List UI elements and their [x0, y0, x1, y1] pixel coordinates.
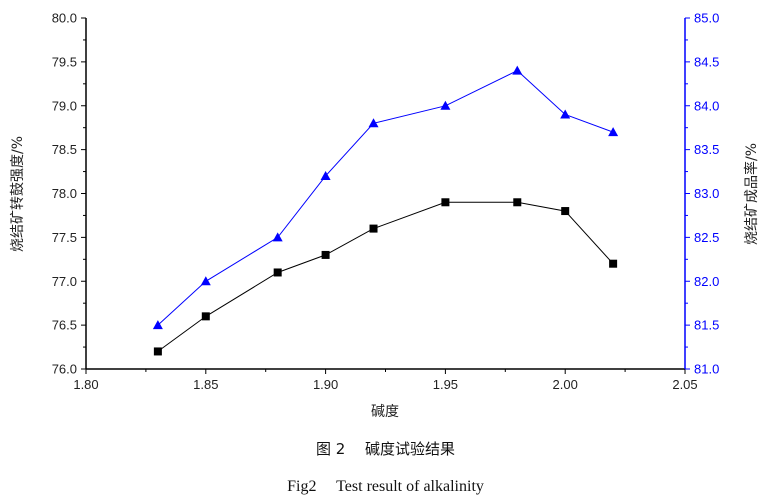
data-point-square	[609, 259, 618, 268]
y-left-tick-label: 79.0	[52, 98, 77, 113]
x-tick-label: 1.85	[193, 377, 218, 392]
data-point-triangle	[608, 127, 619, 137]
series	[152, 65, 619, 356]
data-point-triangle	[560, 109, 571, 119]
y-left-tick-label: 77.5	[52, 230, 77, 245]
y-right-tick-label: 81.0	[694, 362, 719, 377]
data-point-square	[201, 312, 210, 321]
data-point-square	[153, 347, 162, 356]
y-axis-right-label: 烧结矿成品率/%	[743, 143, 760, 245]
y-left-tick-label: 76.0	[52, 362, 77, 377]
data-point-triangle	[512, 65, 523, 75]
data-point-square	[441, 198, 450, 207]
data-point-triangle	[272, 232, 283, 242]
data-point-square	[321, 250, 330, 259]
y-right-tick-label: 85.0	[694, 11, 719, 26]
x-axis-label: 碱度	[371, 404, 399, 420]
x-tick-label: 1.95	[433, 377, 458, 392]
y-right-tick-label: 83.5	[694, 142, 719, 157]
y-axis-left-label: 烧结矿转鼓强度/%	[10, 136, 26, 252]
y-right-tick-label: 84.0	[694, 98, 719, 113]
data-point-triangle	[200, 276, 211, 286]
y-right-tick-label: 82.0	[694, 274, 719, 289]
data-point-triangle	[440, 100, 451, 110]
y-right-tick-label: 83.0	[694, 186, 719, 201]
data-point-square	[561, 207, 570, 216]
data-point-triangle	[320, 170, 331, 180]
x-tick-label: 2.00	[553, 377, 578, 392]
y-left-tick-label: 80.0	[52, 11, 77, 26]
data-point-square	[513, 198, 522, 207]
x-tick-label: 2.05	[672, 377, 697, 392]
series-line-left	[157, 201, 614, 352]
x-tick-label: 1.80	[73, 377, 98, 392]
y-right-tick-label: 82.5	[694, 230, 719, 245]
y-left-tick-label: 78.0	[52, 186, 77, 201]
data-point-triangle	[368, 118, 379, 128]
y-left-tick-label: 77.0	[52, 274, 77, 289]
x-tick-label: 1.90	[313, 377, 338, 392]
data-point-square	[369, 224, 378, 233]
y-left-tick-label: 76.5	[52, 318, 77, 333]
figure-caption-english: Fig2 Test result of alkalinity	[287, 478, 484, 495]
data-point-triangle	[152, 320, 163, 330]
y-left-tick-label: 78.5	[52, 142, 77, 157]
figure-caption-chinese: 图 2 碱度试验结果	[315, 440, 456, 458]
y-right-tick-label: 81.5	[694, 318, 719, 333]
ticks: 1.80 1.85 1.90 1.95 2.00 2.05 76.0 76.5 77.0 77.5…	[52, 11, 720, 393]
data-point-square	[273, 268, 282, 277]
series-line-right	[157, 70, 614, 326]
y-right-tick-label: 84.5	[694, 54, 719, 69]
axes	[85, 18, 686, 370]
y-left-tick-label: 79.5	[52, 54, 77, 69]
